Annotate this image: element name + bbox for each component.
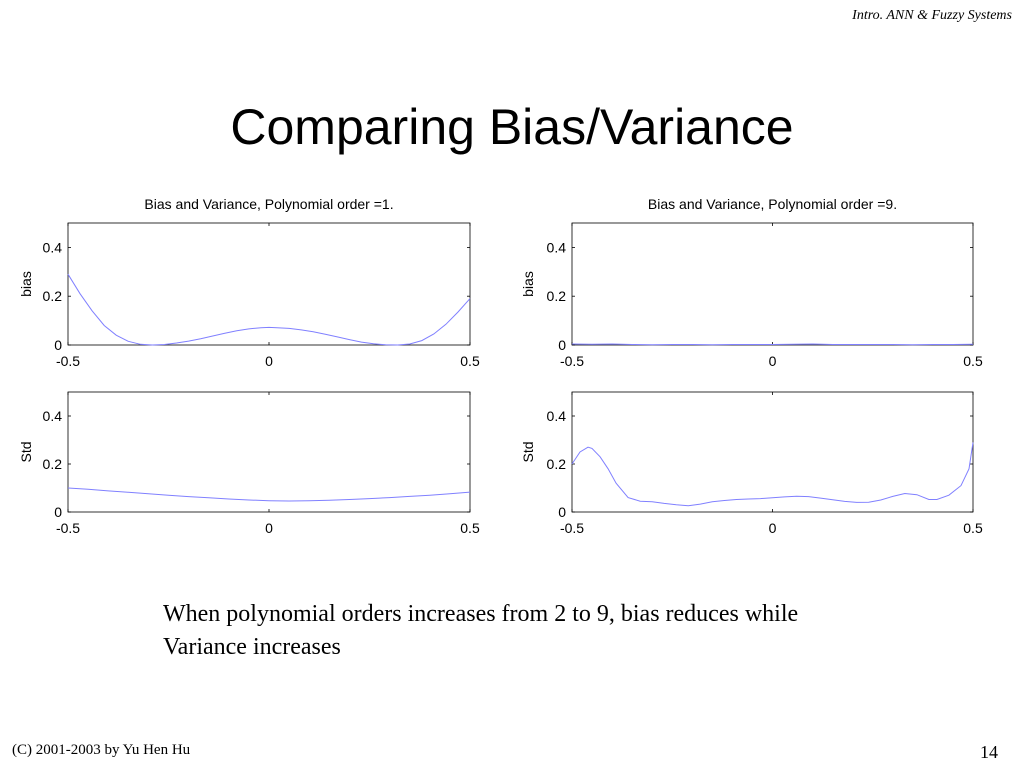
chart-bias-order-1: Bias and Variance, Polynomial order =1. 0… (18, 196, 480, 369)
y-tick-label: 0 (558, 337, 566, 353)
plot-frame (67, 391, 471, 513)
caption-line-2: Variance increases (163, 634, 341, 660)
x-tick-label: 0.5 (963, 353, 983, 369)
y-tick-label: 0.4 (547, 408, 567, 424)
x-tick-label: -0.5 (560, 520, 584, 536)
y-tick-label: 0 (54, 337, 62, 353)
y-tick-label: 0.4 (547, 239, 567, 255)
course-header: Intro. ANN & Fuzzy Systems (852, 8, 1012, 23)
y-axis-label: bias (18, 271, 34, 297)
copyright-footer: (C) 2001-2003 by Yu Hen Hu (12, 742, 191, 758)
slide-title: Comparing Bias/Variance (230, 99, 794, 155)
y-axis-label: Std (520, 441, 536, 462)
x-tick-label: 0.5 (460, 353, 480, 369)
x-tick-label: -0.5 (56, 520, 80, 536)
y-tick-label: 0.2 (43, 288, 63, 304)
y-axis-label: bias (520, 271, 536, 297)
y-tick-label: 0.2 (43, 456, 63, 472)
caption-line-1: When polynomial orders increases from 2 … (163, 601, 799, 627)
x-tick-label: 0 (769, 353, 777, 369)
y-tick-label: 0.4 (43, 239, 63, 255)
chart-title: Bias and Variance, Polynomial order =9. (648, 196, 897, 212)
y-tick-label: 0.4 (43, 408, 63, 424)
x-tick-label: 0 (265, 353, 273, 369)
y-tick-label: 0 (54, 504, 62, 520)
x-tick-label: 0.5 (460, 520, 480, 536)
x-tick-label: 0 (265, 520, 273, 536)
chart-bias-order-9: Bias and Variance, Polynomial order =9. 0… (520, 196, 983, 369)
y-tick-label: 0.2 (547, 456, 567, 472)
series-line (67, 273, 471, 346)
x-tick-label: -0.5 (560, 353, 584, 369)
series-line (67, 487, 471, 502)
plot-frame (67, 222, 471, 346)
plot-frame (571, 222, 974, 346)
y-tick-label: 0 (558, 504, 566, 520)
series-line (571, 442, 974, 507)
page-number: 14 (980, 742, 998, 762)
caption: When polynomial orders increases from 2 … (163, 598, 963, 664)
chart-title: Bias and Variance, Polynomial order =1. (144, 196, 393, 212)
y-tick-label: 0.2 (547, 288, 567, 304)
y-axis-label: Std (18, 441, 34, 462)
x-tick-label: 0 (769, 520, 777, 536)
series-line (571, 343, 974, 346)
x-tick-label: -0.5 (56, 353, 80, 369)
x-tick-label: 0.5 (963, 520, 983, 536)
